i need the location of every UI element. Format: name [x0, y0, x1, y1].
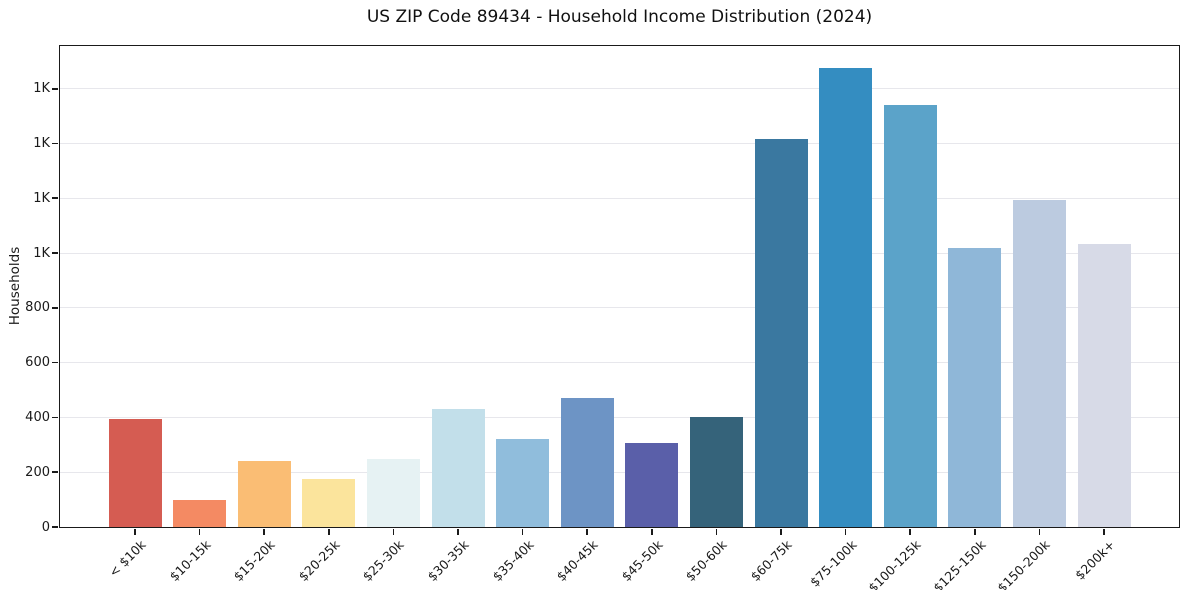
y-tick-label: 0	[41, 519, 50, 535]
bar	[625, 443, 679, 527]
x-tick-mark	[392, 528, 395, 535]
x-tick-mark	[586, 528, 588, 535]
x-tick-label: $125-150k	[930, 537, 989, 590]
gridline	[60, 143, 1179, 144]
bar	[431, 409, 485, 527]
y-tick-mark	[52, 197, 59, 200]
x-tick-label: < $10k	[105, 537, 149, 580]
bar	[689, 417, 743, 527]
x-tick-mark	[134, 528, 136, 535]
y-tick-mark	[52, 252, 59, 254]
x-tick-mark	[1103, 528, 1105, 535]
y-tick-mark	[52, 416, 59, 419]
bar	[1077, 243, 1131, 527]
y-tick-mark	[52, 87, 59, 90]
chart-title: US ZIP Code 89434 - Household Income Dis…	[366, 7, 873, 27]
gridline	[60, 416, 1179, 418]
gridline	[60, 307, 1179, 309]
bar	[560, 398, 614, 527]
bar	[108, 418, 162, 527]
x-tick-label: $150-200k	[994, 537, 1053, 590]
x-tick-label: $200k+	[1071, 537, 1118, 583]
y-tick-mark	[52, 307, 59, 309]
x-tick-label: $20-25k	[295, 537, 343, 585]
x-tick-label: $15-20k	[230, 537, 278, 585]
plot-area: 0 200 400 600 800 1K 1K 1K 1K < $10k $10-15k $15-20…	[25, 45, 1180, 590]
y-tick-mark	[52, 526, 59, 528]
bar	[173, 499, 227, 527]
x-tick-mark	[521, 528, 524, 535]
bar	[302, 479, 356, 527]
x-tick-mark	[328, 528, 330, 535]
x-tick-label: $50-60k	[682, 537, 730, 585]
y-tick-mark	[52, 142, 59, 145]
x-tick-mark	[263, 528, 265, 535]
y-tick-label: 200	[25, 464, 50, 480]
y-tick-label: 400	[25, 409, 50, 425]
bar	[948, 247, 1002, 527]
bar	[496, 439, 550, 527]
bar	[754, 139, 808, 527]
y-tick-label: 800	[25, 300, 50, 316]
x-tick-label: $60-75k	[747, 537, 795, 585]
x-tick-mark	[715, 528, 718, 535]
y-tick-label: 600	[25, 355, 50, 371]
y-tick-mark	[52, 471, 59, 473]
x-tick-mark	[780, 528, 782, 535]
gridline	[60, 252, 1179, 254]
x-tick-label: $30-35k	[424, 537, 472, 585]
gridline	[60, 471, 1179, 473]
y-tick-label: 1K	[33, 245, 50, 261]
x-tick-label: $10-15k	[166, 537, 214, 585]
x-tick-label: $75-100k	[806, 537, 860, 590]
x-tick-mark	[909, 528, 911, 535]
x-tick-label: $100-125k	[865, 537, 924, 590]
x-tick-mark	[651, 528, 653, 535]
x-tick-mark	[457, 528, 459, 535]
y-tick-mark	[52, 361, 59, 364]
x-tick-mark	[974, 528, 976, 535]
bar	[819, 68, 873, 527]
x-tick-label: $25-30k	[359, 537, 407, 585]
bar	[883, 105, 937, 527]
bar	[1012, 199, 1066, 527]
x-tick-mark	[1038, 528, 1041, 535]
bar	[366, 458, 420, 527]
gridline	[60, 362, 1179, 364]
y-tick-label: 1K	[33, 81, 50, 97]
gridline	[60, 88, 1179, 90]
gridline	[60, 197, 1179, 199]
x-tick-mark	[198, 528, 201, 535]
x-tick-label: $35-40k	[489, 537, 537, 585]
x-tick-label: $40-45k	[553, 537, 601, 585]
y-tick-label: 1K	[33, 136, 50, 151]
bar	[237, 461, 291, 527]
y-tick-label: 1K	[33, 190, 50, 206]
x-tick-mark	[844, 528, 847, 535]
x-tick-label: $45-50k	[618, 537, 666, 585]
